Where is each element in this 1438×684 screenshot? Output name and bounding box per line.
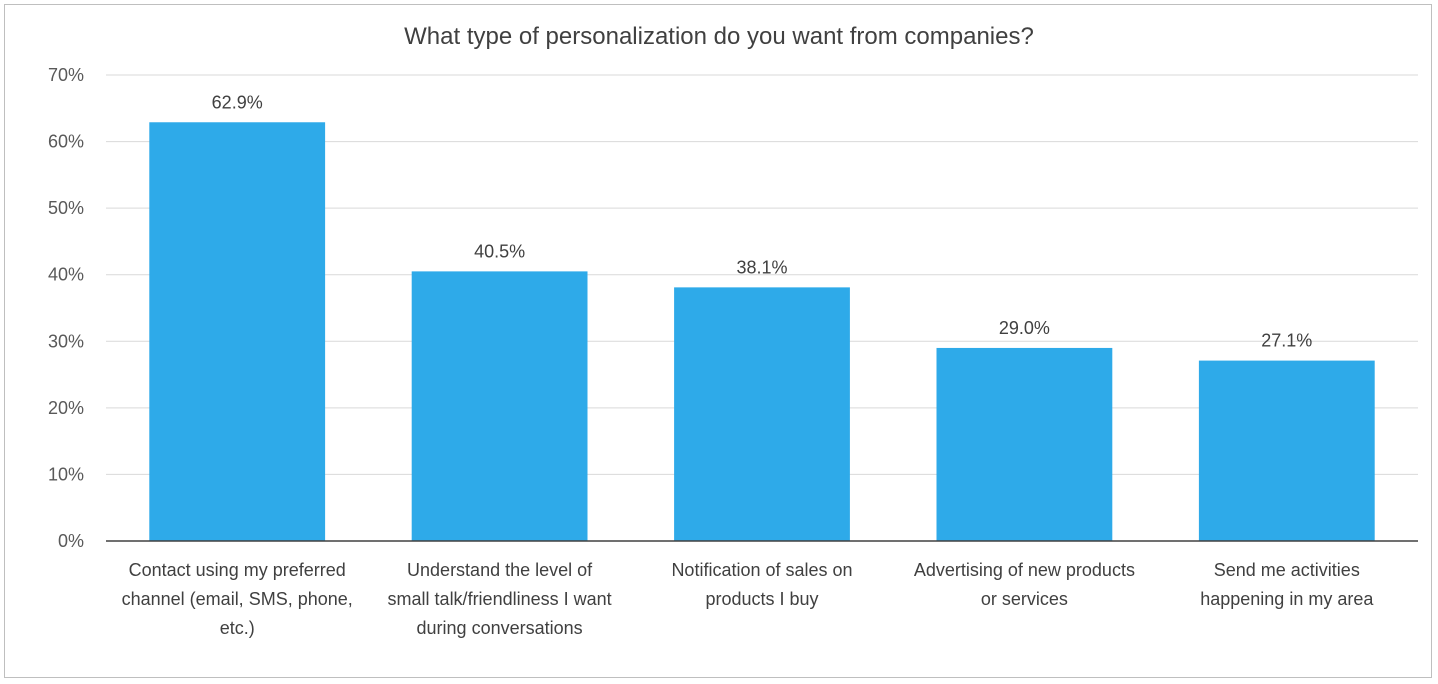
bar	[149, 122, 326, 541]
bar	[936, 347, 1113, 541]
x-category-label: Notification of sales on	[671, 560, 852, 580]
y-tick-label: 10%	[48, 464, 84, 484]
y-tick-label: 30%	[48, 331, 84, 351]
chart-title: What type of personalization do you want…	[404, 23, 1034, 50]
data-label: 27.1%	[1261, 331, 1312, 351]
bar	[411, 271, 588, 541]
y-tick-label: 0%	[58, 531, 84, 551]
y-tick-label: 70%	[48, 65, 84, 85]
bar	[1198, 360, 1375, 541]
y-axis: 0% 10% 20% 30% 40% 50% 60% 70%	[48, 65, 84, 551]
data-label: 29.0%	[999, 318, 1050, 338]
x-category-label: or services	[981, 589, 1068, 609]
x-category-label: during conversations	[417, 618, 583, 638]
x-category-label: Send me activities	[1214, 560, 1360, 580]
data-label: 40.5%	[474, 241, 525, 261]
x-category-label: Advertising of new products	[914, 560, 1135, 580]
x-category-label: happening in my area	[1200, 589, 1374, 609]
x-category-label: small talk/friendliness I want	[388, 589, 612, 609]
data-labels: 62.9% 40.5% 38.1% 29.0% 27.1%	[212, 92, 1313, 350]
data-label: 62.9%	[212, 92, 263, 112]
bars	[149, 122, 1375, 541]
x-axis: Contact using my preferred channel (email…	[106, 540, 1418, 638]
x-category-label: Understand the level of	[407, 560, 593, 580]
y-tick-label: 40%	[48, 265, 84, 285]
bar	[674, 287, 850, 541]
y-tick-label: 60%	[48, 132, 84, 152]
x-category-label: products I buy	[705, 589, 818, 609]
x-category-label: channel (email, SMS, phone,	[122, 589, 353, 609]
x-category-label: Contact using my preferred	[129, 560, 346, 580]
y-tick-label: 50%	[48, 198, 84, 218]
data-label: 38.1%	[736, 257, 787, 277]
y-tick-label: 20%	[48, 398, 84, 418]
x-category-label: etc.)	[220, 618, 255, 638]
